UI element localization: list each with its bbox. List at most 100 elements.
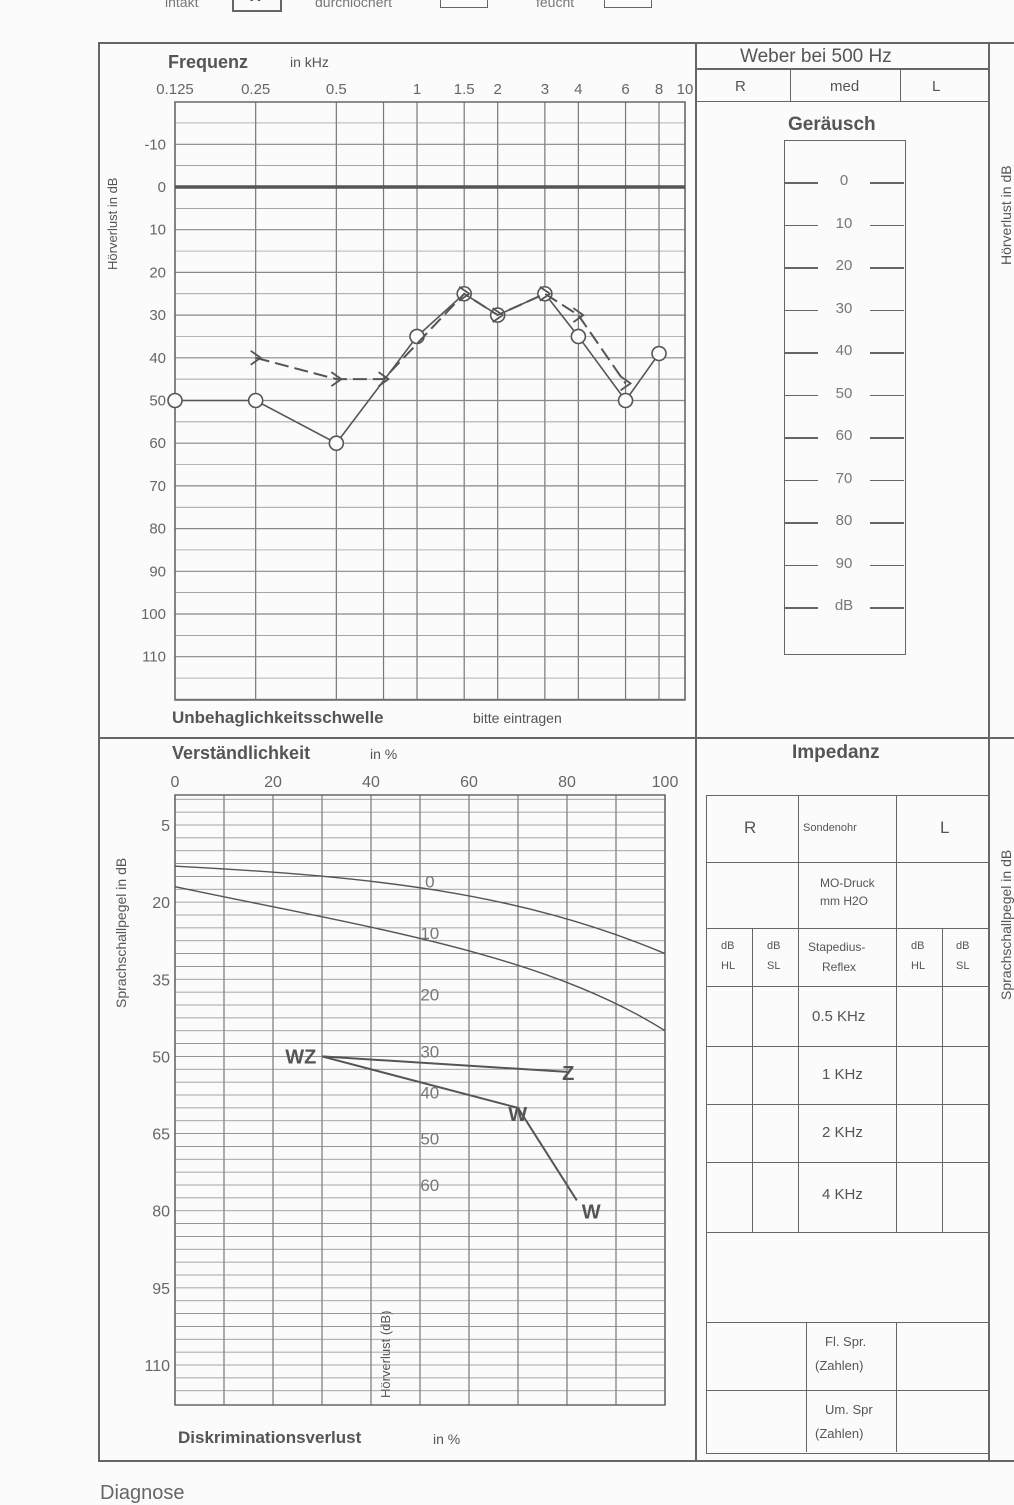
audiogram-freq-tick: 8 [655,81,663,98]
noise-tick-left [784,437,818,439]
impedanz-md-unit: mm H2O [820,894,868,908]
audiogram-footer-normal: bitte eintragen [473,710,562,726]
speech-curve-label: 40 [420,1083,439,1102]
noise-tick-right [870,224,904,226]
noise-tick-left [784,267,818,269]
legend-feucht: feucht [536,0,575,10]
noise-scale-box [784,140,906,655]
audiogram-db-tick: 90 [149,563,166,580]
audiogram-freq-tick: 1 [413,81,421,98]
impedanz-freq-1: 1 KHz [822,1066,863,1083]
audiogram-freq-tick: 0.25 [241,81,270,98]
noise-scale-label: 0 [839,172,849,189]
speech-frame [174,794,666,1406]
impedanz-fl-spr: Fl. Spr. [825,1334,867,1349]
impedanz-hl-2: HL [911,960,926,972]
speech-y-tick: 110 [144,1358,170,1375]
audiogram-db-tick: 30 [149,307,166,324]
audiogram-freq-tick: 6 [621,81,629,98]
air-conduction-point [570,328,587,345]
speech-mark-z: Z [562,1063,574,1085]
speech-y-tick: 50 [152,1049,170,1066]
speech-x-tick: 40 [362,774,380,791]
speech-footer-normal: in % [433,1431,461,1447]
audiogram-freq-tick: 0.125 [156,81,194,98]
weber-col-med: med [830,78,860,95]
right-edge-bottom-label: Sprachschallpegel in dB [998,849,1014,1000]
bone-conduction-line [255,292,627,384]
audiogram-db-tick: 80 [149,521,166,538]
impedanz-r: R [744,818,757,837]
speech-curve-label: 60 [420,1176,439,1195]
air-conduction-point [617,392,634,409]
air-conduction-point [651,345,667,362]
audiogram-db-tick: 100 [141,606,166,623]
noise-tick-left [784,352,818,354]
noise-tick-left [784,394,818,396]
noise-tick-right [870,267,904,269]
noise-scale-label: 40 [835,342,853,359]
impedanz-freq-2: 2 KHz [822,1124,863,1141]
impedanz-l: L [940,818,950,837]
air-conduction-point [328,435,345,452]
noise-title: Geräusch [788,114,876,135]
noise-tick-right [870,182,904,184]
noise-tick-left [784,479,818,481]
noise-scale-label: 70 [835,469,853,487]
noise-tick-right [870,437,904,439]
speech-w-line [321,1055,578,1201]
impedanz-zahlen-2: (Zahlen) [815,1426,864,1441]
audiogram-freq-tick: 3 [541,81,549,98]
noise-tick-right [870,564,904,566]
impedanz-sl-2: SL [956,960,970,972]
audiogram-footer-bold: Unbehaglichkeitsschwelle [172,708,384,727]
audiogram-db-tick: 60 [149,435,166,452]
bone-conduction-point [620,375,633,392]
speech-y-tick: 5 [161,818,170,835]
speech-curve-label: 50 [420,1130,439,1149]
speech-mark-w1: W [508,1104,527,1126]
noise-scale-label: dB [834,597,854,614]
audiogram-freq-tick: 0.5 [326,81,347,98]
audiogram-db-tick: 50 [149,393,166,410]
weber-col-r: R [735,78,746,95]
noise-tick-right [870,394,904,396]
noise-tick-left [784,309,818,311]
speech-x-tick: 100 [652,774,679,791]
noise-scale-label: 10 [835,214,853,232]
noise-tick-right [870,607,904,609]
bone-conduction-point [378,371,391,387]
noise-scale-label: 90 [835,554,853,572]
impedanz-sondenohr: Sondenohr [803,822,857,834]
air-conduction-point [537,285,553,302]
speech-x-tick: 20 [264,774,282,791]
bone-conduction-point [539,286,552,302]
speech-curve-label: 20 [420,986,439,1005]
bone-conduction-point [492,307,505,323]
audiogram-db-tick: 70 [149,478,166,495]
impedanz-db-1: dB [721,940,735,952]
impedanz-reflex: Reflex [822,960,857,974]
legend-intakt: intakt [165,0,199,10]
speech-y-tick: 20 [152,895,170,912]
bone-conduction-point [458,286,471,302]
speech-footer-bold: Diskriminationsverlust [178,1428,362,1447]
speech-y-tick: 35 [152,972,170,989]
noise-scale-label: 80 [835,512,853,529]
check-mark: X [250,0,261,6]
speech-y-tick: 65 [152,1127,170,1144]
noise-scale-label: 60 [835,427,853,444]
noise-tick-right [870,522,904,524]
impedanz-db-2: dB [767,940,781,952]
audiogram-chart: 0.125 0.25 0.5 1 1.5 2 3 4 6 8 10 -10 0 10 20 30 40 50 60 7… [141,81,693,701]
audiogram-title: Frequenz [168,52,249,72]
diagnose-label: Diagnose [100,1482,185,1504]
audiogram-freq-tick: 2 [494,81,502,98]
impedanz-db-4: dB [956,940,970,952]
impedanz-freq-05: 0.5 KHz [812,1008,866,1025]
impedanz-stapedius: Stapedius- [808,940,866,954]
audiogram-freq-tick: 1.5 [454,81,475,98]
speech-title: Verständlichkeit [172,743,311,763]
speech-chart: 0 20 40 60 80 100 5 20 35 50 65 80 95 110 0 10 20 30 40 50… [144,774,679,1406]
audiogram-db-tick: 40 [149,350,166,367]
